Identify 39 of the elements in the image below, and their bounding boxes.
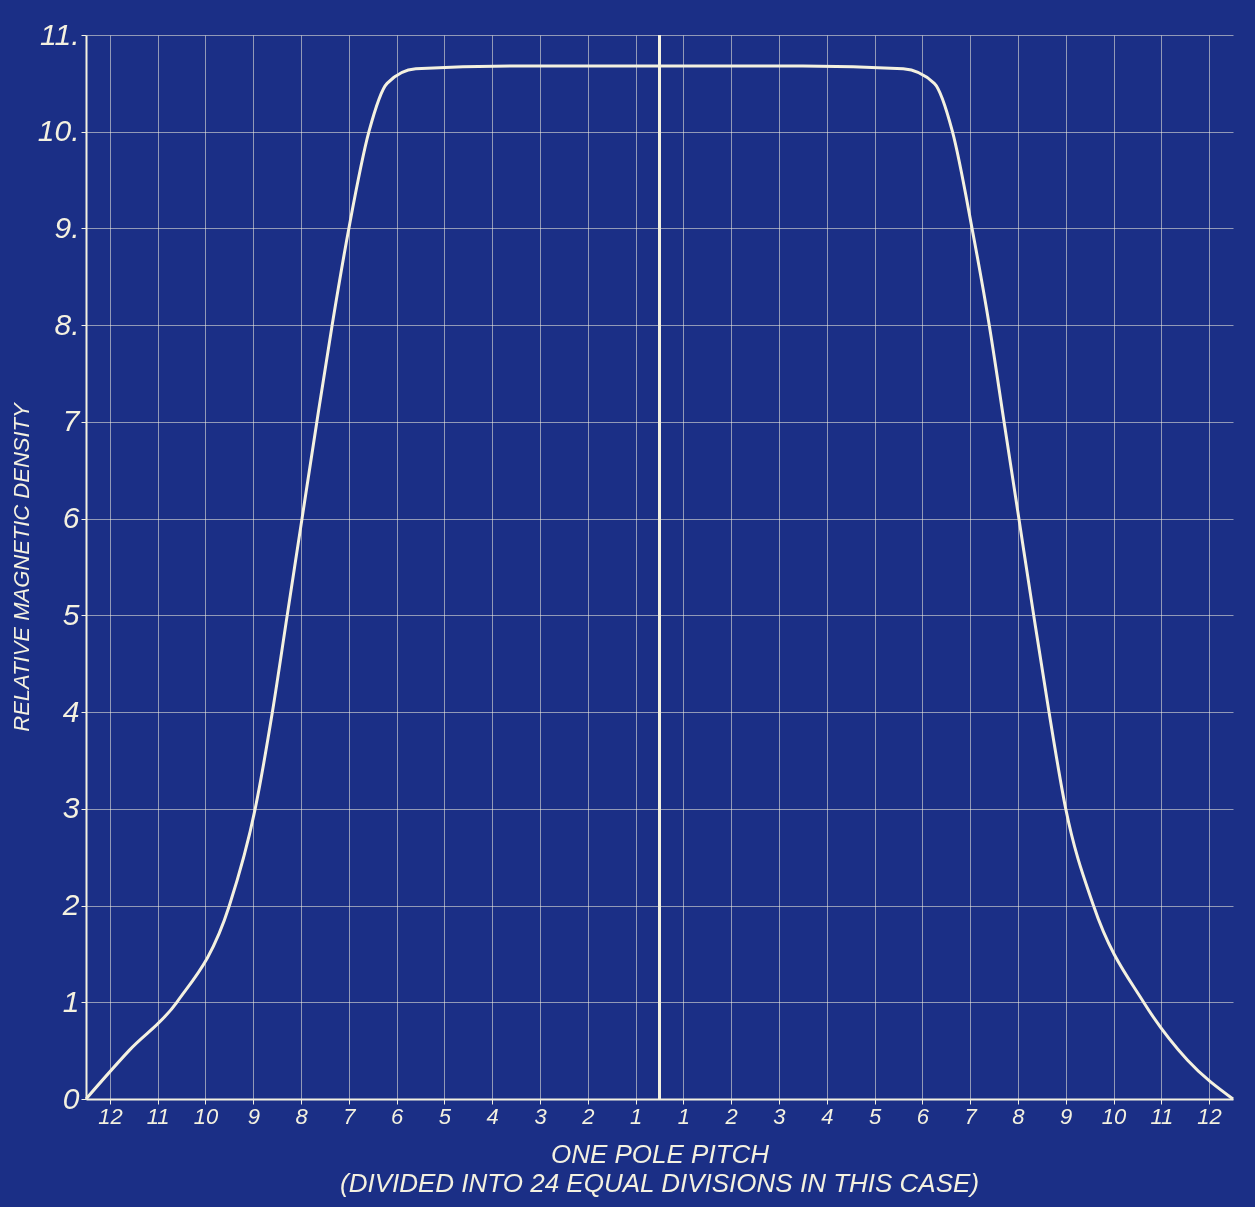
- x-tick-label: 8: [295, 1103, 309, 1129]
- y-tick-label: 9.: [54, 210, 80, 244]
- y-tick-label: 2: [61, 888, 80, 922]
- y-tick-label: 4: [62, 694, 80, 728]
- x-tick-label: 12: [1197, 1103, 1222, 1129]
- x-axis-title: ONE POLE PITCH: [550, 1138, 770, 1169]
- x-tick-label: 7: [343, 1103, 357, 1129]
- y-tick-label: 10.: [37, 114, 80, 148]
- y-tick-label: 11.: [40, 17, 80, 51]
- x-tick-label: 10: [193, 1103, 219, 1129]
- x-tick-label: 5: [438, 1103, 452, 1129]
- x-tick-label: 7: [964, 1103, 978, 1129]
- y-tick-label: 5: [62, 597, 80, 631]
- x-tick-label: 9: [1060, 1103, 1073, 1129]
- y-tick-label: 6: [62, 501, 80, 535]
- x-tick-label: 12: [98, 1103, 123, 1129]
- x-tick-label: 3: [773, 1103, 787, 1129]
- x-tick-label: 11: [146, 1103, 170, 1129]
- x-tick-label: 4: [486, 1103, 499, 1129]
- x-tick-label: 1: [629, 1103, 643, 1129]
- text: (DIVIDED INTO 24 EQUAL DIVISIONS IN THIS CASE): [339, 1168, 980, 1198]
- y-tick-label: 1: [62, 984, 80, 1018]
- x-tick-label: 1: [677, 1103, 691, 1129]
- y-tick-label: 0: [62, 1081, 80, 1115]
- x-tick-label: 3: [534, 1103, 548, 1129]
- x-tick-label: 10: [1101, 1103, 1128, 1129]
- y-tick-label: 8.: [54, 307, 80, 341]
- x-tick-label: 8: [1012, 1103, 1026, 1129]
- x-tick-label: 5: [868, 1103, 882, 1129]
- x-tick-label: 6: [916, 1103, 930, 1129]
- x-tick-label: 4: [821, 1103, 834, 1129]
- x-tick-label: 2: [581, 1103, 595, 1129]
- y-tick-label: 3: [62, 791, 80, 825]
- y-axis-title: RELATIVE MAGNETIC DENSITY: [8, 401, 34, 732]
- x-tick-label: 11: [1150, 1103, 1174, 1129]
- x-tick-label: 6: [391, 1103, 405, 1129]
- y-tick-label: 7: [62, 404, 81, 438]
- x-tick-label: 2: [724, 1103, 738, 1129]
- x-tick-label: 9: [247, 1103, 260, 1129]
